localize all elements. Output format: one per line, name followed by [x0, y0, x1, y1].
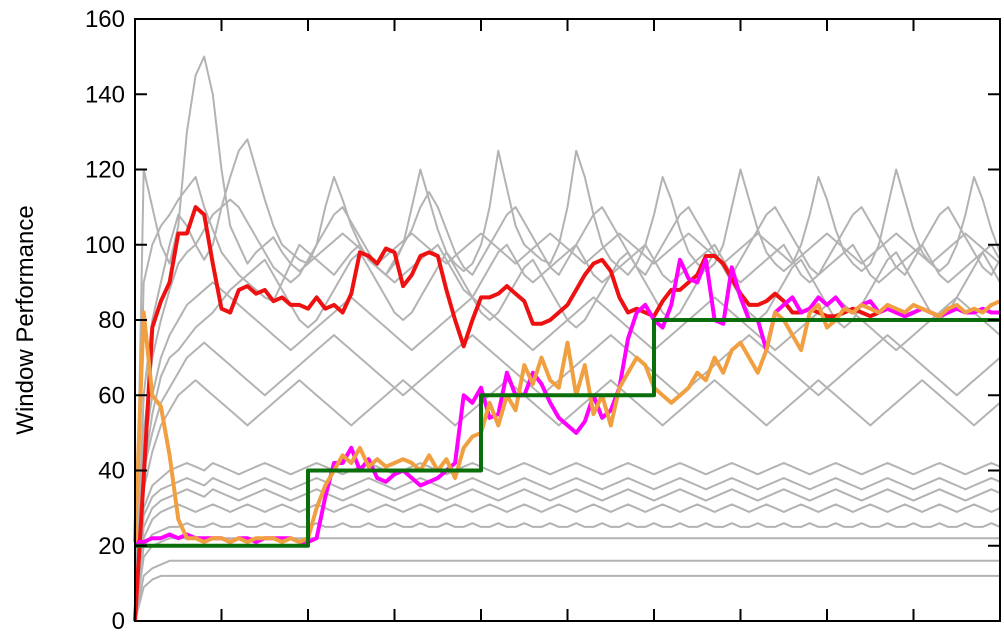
y-tick-label: 100	[85, 232, 125, 259]
orange-series-line	[133, 299, 1001, 544]
red-series-line	[133, 205, 915, 622]
background-series-line	[134, 537, 1000, 622]
y-tick-label: 120	[85, 157, 125, 184]
background-series-line	[134, 191, 1001, 622]
y-tick-label: 0	[112, 608, 125, 633]
background-series-line	[134, 574, 1000, 622]
background-series-line	[134, 281, 1001, 622]
background-series-line	[134, 176, 1001, 622]
background-series-line	[134, 522, 1001, 622]
y-tick-label: 60	[98, 382, 125, 409]
background-series-group	[134, 55, 1001, 622]
y-tick-label: 160	[85, 6, 125, 33]
background-series-line	[134, 379, 1001, 622]
background-series-line	[134, 488, 1001, 622]
y-tick-labels: 0 20 40 60 80 100 120 140 160	[85, 6, 125, 633]
y-tick-label: 140	[85, 81, 125, 108]
background-series-line	[134, 462, 1001, 622]
y-tick-label: 80	[98, 307, 125, 334]
y-axis-label: Window Performance	[12, 205, 39, 434]
y-tick-label: 40	[98, 458, 125, 485]
green-series-line	[135, 318, 1000, 548]
background-series-line	[134, 334, 1001, 622]
y-tick-label: 20	[98, 533, 125, 560]
background-series-line	[134, 138, 1001, 622]
axis-ticks	[135, 18, 1000, 622]
background-series-line	[134, 55, 1001, 622]
background-series-line	[134, 477, 1001, 622]
background-series-line	[134, 503, 1001, 622]
highlighted-series-group	[133, 205, 1001, 622]
background-series-line	[134, 559, 1000, 622]
